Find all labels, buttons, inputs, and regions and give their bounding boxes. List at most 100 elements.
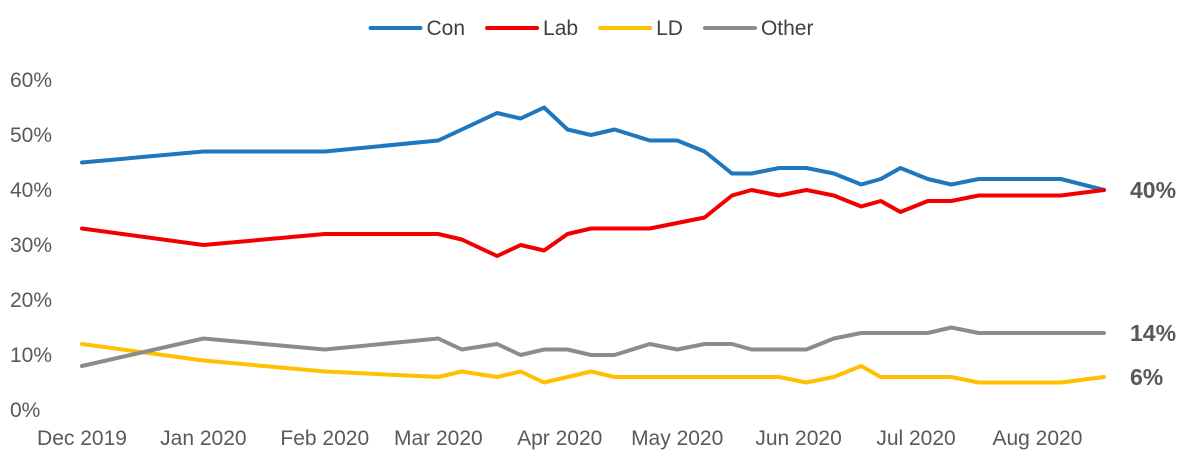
data-point (832, 172, 836, 176)
series-other (80, 325, 1106, 368)
data-point (804, 381, 808, 385)
data-point (519, 243, 523, 247)
data-point (1102, 375, 1106, 379)
data-point (926, 375, 930, 379)
data-point (859, 331, 863, 335)
data-point (495, 254, 499, 258)
x-tick-label: Aug 2020 (992, 427, 1082, 450)
series-layer (80, 105, 1106, 385)
data-point (703, 216, 707, 220)
x-axis: Dec 2019 Jan 2020 Feb 2020 Mar 2020 Apr 2020… (37, 427, 1082, 450)
data-point (648, 375, 652, 379)
data-point (750, 188, 754, 192)
y-tick-label: 30% (10, 234, 52, 257)
data-point (566, 232, 570, 236)
data-point (613, 375, 617, 379)
data-point (832, 194, 836, 198)
y-tick-label: 10% (10, 344, 52, 367)
data-point (804, 188, 808, 192)
data-point (519, 117, 523, 121)
data-point (542, 249, 546, 253)
data-point (859, 183, 863, 187)
data-point (859, 364, 863, 368)
data-point (750, 172, 754, 176)
data-point (675, 139, 679, 143)
x-tick-label: May 2020 (631, 427, 723, 450)
series-line-other (80, 325, 1106, 368)
data-point (879, 331, 883, 335)
series-ld (80, 342, 1106, 385)
data-point (949, 375, 953, 379)
series-line-ld (80, 342, 1106, 385)
data-point (648, 139, 652, 143)
data-point (80, 227, 84, 231)
x-tick-label: Feb 2020 (280, 427, 369, 450)
data-point (613, 128, 617, 132)
y-tick-label: 40% (10, 179, 52, 202)
data-point (1004, 177, 1008, 181)
data-point (898, 210, 902, 214)
data-point (926, 331, 930, 335)
data-point (323, 348, 327, 352)
legend-item-lab: Lab (485, 17, 578, 40)
data-point (977, 177, 981, 181)
data-point (730, 194, 734, 198)
legend-label: Lab (543, 17, 578, 40)
legend-item-other: Other (702, 17, 814, 40)
data-point (926, 177, 930, 181)
x-tick-label: Jul 2020 (876, 427, 955, 450)
legend-item-con: Con (368, 17, 465, 40)
data-point (519, 353, 523, 357)
data-point (1059, 194, 1063, 198)
data-point (1102, 188, 1106, 192)
data-point (566, 348, 570, 352)
data-point (613, 227, 617, 231)
data-point (495, 342, 499, 346)
data-point (926, 199, 930, 203)
end-labels: 40% 14% 6% (1130, 177, 1176, 390)
data-point (1059, 177, 1063, 181)
data-point (949, 183, 953, 187)
data-point (777, 348, 781, 352)
x-tick-label: Mar 2020 (394, 427, 483, 450)
end-label-ld: 6% (1130, 364, 1163, 390)
data-point (777, 375, 781, 379)
legend-label: LD (656, 17, 683, 40)
data-point (589, 353, 593, 357)
data-point (460, 370, 464, 374)
data-point (323, 150, 327, 154)
data-point (460, 348, 464, 352)
data-point (1004, 331, 1008, 335)
data-point (977, 381, 981, 385)
end-label-con: 40% (1130, 177, 1176, 203)
end-label-other: 14% (1130, 320, 1176, 346)
data-point (589, 227, 593, 231)
data-point (201, 150, 205, 154)
x-tick-label: Apr 2020 (517, 427, 602, 450)
data-point (730, 342, 734, 346)
legend-item-ld: LD (598, 17, 683, 40)
data-point (804, 166, 808, 170)
y-tick-label: 60% (10, 69, 52, 92)
data-point (859, 205, 863, 209)
x-tick-label: Jan 2020 (160, 427, 246, 450)
chart-legend: Con Lab LD Other (368, 17, 814, 40)
data-point (542, 348, 546, 352)
data-point (589, 133, 593, 137)
data-point (323, 232, 327, 236)
data-point (750, 348, 754, 352)
data-point (201, 359, 205, 363)
data-point (460, 238, 464, 242)
data-point (703, 375, 707, 379)
data-point (436, 375, 440, 379)
legend-label: Other (761, 17, 814, 40)
data-point (436, 232, 440, 236)
x-tick-label: Dec 2019 (37, 427, 127, 450)
data-point (750, 375, 754, 379)
series-line-con (80, 105, 1106, 192)
data-point (542, 106, 546, 110)
data-point (460, 128, 464, 132)
data-point (879, 199, 883, 203)
data-point (879, 375, 883, 379)
data-point (519, 370, 523, 374)
